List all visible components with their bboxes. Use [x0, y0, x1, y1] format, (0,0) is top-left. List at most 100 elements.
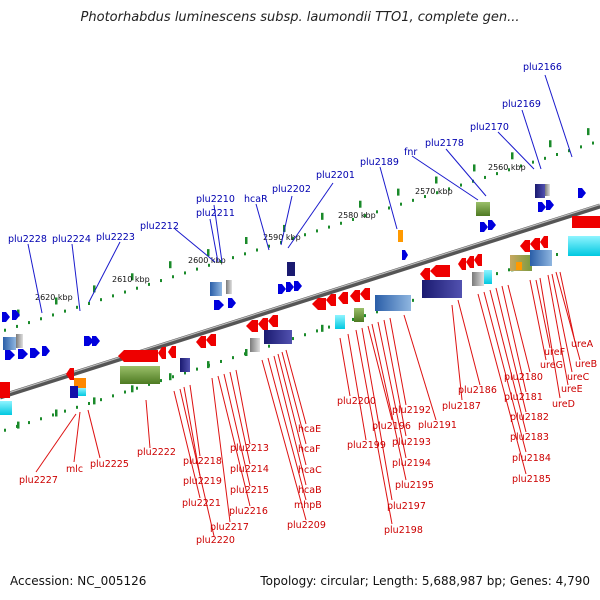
gene-block[interactable] — [354, 308, 364, 322]
gene-label-bottom[interactable]: plu2183 — [510, 432, 549, 443]
gene-label-bottom[interactable]: mlc — [66, 464, 83, 475]
reverse-gene-arrow[interactable] — [312, 298, 326, 310]
gene-label-bottom[interactable]: plu2216 — [229, 506, 268, 517]
forward-gene-arrow[interactable] — [538, 202, 546, 212]
gene-label-bottom[interactable]: plu2194 — [392, 458, 431, 469]
reverse-gene-arrow[interactable] — [196, 336, 206, 348]
forward-gene-arrow[interactable] — [286, 282, 294, 292]
gene-label-top[interactable]: plu2223 — [96, 232, 135, 243]
forward-gene-arrow[interactable] — [480, 222, 488, 232]
gene-label-bottom[interactable]: plu2219 — [183, 476, 222, 487]
gene-label-top[interactable]: plu2224 — [52, 234, 91, 245]
gene-block[interactable] — [484, 270, 492, 284]
reverse-gene-arrow[interactable] — [338, 292, 348, 304]
gene-block[interactable] — [572, 216, 600, 228]
gene-block[interactable] — [516, 262, 522, 270]
gene-block[interactable] — [0, 382, 10, 398]
gene-label-bottom[interactable]: ureD — [552, 399, 575, 410]
gene-label-bottom[interactable]: plu2217 — [210, 522, 249, 533]
gene-label-bottom[interactable]: hcaC — [298, 465, 322, 476]
reverse-gene-arrow[interactable] — [246, 320, 258, 332]
gene-label-bottom[interactable]: plu2196 — [372, 421, 411, 432]
gene-label-bottom[interactable]: plu2221 — [182, 498, 221, 509]
gene-label-top[interactable]: plu2170 — [470, 122, 509, 133]
gene-label-bottom[interactable]: plu2220 — [196, 535, 235, 546]
gene-block[interactable] — [78, 388, 86, 396]
forward-gene-arrow[interactable] — [12, 310, 20, 320]
gene-label-bottom[interactable]: plu2213 — [230, 443, 269, 454]
forward-gene-arrow[interactable] — [228, 298, 236, 308]
reverse-gene-arrow[interactable] — [466, 256, 474, 268]
gene-label-bottom[interactable]: ureF — [544, 347, 565, 358]
gene-block[interactable] — [16, 334, 23, 348]
gene-block[interactable] — [3, 337, 16, 350]
gene-block[interactable] — [472, 272, 484, 286]
gene-block[interactable] — [250, 338, 260, 352]
forward-gene-arrow[interactable] — [278, 284, 286, 294]
gene-block[interactable] — [476, 202, 490, 216]
gene-label-bottom[interactable]: hcaF — [298, 444, 321, 455]
gene-label-bottom[interactable]: plu2222 — [137, 447, 176, 458]
gene-block[interactable] — [530, 250, 552, 266]
reverse-gene-arrow[interactable] — [206, 334, 216, 346]
reverse-gene-arrow[interactable] — [158, 347, 166, 359]
gene-block[interactable] — [226, 280, 232, 294]
gene-arrows[interactable] — [2, 188, 586, 380]
forward-gene-arrow[interactable] — [488, 220, 496, 230]
reverse-gene-arrow[interactable] — [66, 368, 74, 380]
gene-label-bottom[interactable]: plu2181 — [504, 392, 543, 403]
gene-label-bottom[interactable]: mhpB — [294, 500, 322, 511]
reverse-gene-arrow[interactable] — [520, 240, 530, 252]
reverse-gene-arrow[interactable] — [430, 265, 450, 277]
gene-label-top[interactable]: plu2228 — [8, 234, 47, 245]
gene-label-bottom[interactable]: plu2180 — [504, 372, 543, 383]
gene-label-bottom[interactable]: plu2198 — [384, 525, 423, 536]
gene-label-bottom[interactable]: plu2200 — [337, 396, 376, 407]
gene-label-bottom[interactable]: plu2192 — [392, 405, 431, 416]
forward-gene-arrow[interactable] — [92, 336, 100, 346]
gene-label-bottom[interactable]: plu2185 — [512, 474, 551, 485]
gene-block[interactable] — [120, 366, 160, 384]
reverse-gene-arrow[interactable] — [268, 315, 278, 327]
forward-gene-arrow[interactable] — [5, 350, 15, 360]
gene-label-bottom[interactable]: hcaB — [298, 485, 322, 496]
gene-label-bottom[interactable]: plu2191 — [418, 420, 457, 431]
gene-block[interactable] — [210, 282, 222, 296]
reverse-gene-arrow[interactable] — [350, 290, 360, 302]
gene-label-top[interactable]: plu2166 — [523, 62, 562, 73]
gene-label-bottom[interactable]: plu2184 — [512, 453, 551, 464]
forward-gene-arrow[interactable] — [2, 312, 10, 322]
gene-block[interactable] — [398, 230, 403, 242]
gene-block[interactable] — [568, 236, 600, 256]
gene-label-top[interactable]: fnr — [404, 147, 417, 158]
gene-label-top[interactable]: plu2210 — [196, 194, 235, 205]
gene-label-bottom[interactable]: ureB — [575, 359, 597, 370]
reverse-gene-arrow[interactable] — [118, 350, 158, 362]
gene-label-bottom[interactable]: ureA — [571, 339, 594, 350]
gene-label-bottom[interactable]: plu2218 — [183, 456, 222, 467]
gene-label-bottom[interactable]: plu2209 — [287, 520, 326, 531]
reverse-gene-arrow[interactable] — [420, 268, 430, 280]
reverse-gene-arrow[interactable] — [360, 288, 370, 300]
forward-gene-arrow[interactable] — [578, 188, 586, 198]
gene-label-bottom[interactable]: ureE — [561, 384, 583, 395]
gene-block[interactable] — [70, 386, 78, 398]
gene-block[interactable] — [180, 358, 190, 372]
gene-label-bottom[interactable]: ureG — [540, 360, 563, 371]
forward-gene-arrow[interactable] — [42, 346, 50, 356]
gene-block[interactable] — [0, 401, 12, 415]
gene-label-bottom[interactable]: plu2193 — [392, 437, 431, 448]
forward-gene-arrow[interactable] — [84, 336, 94, 346]
gene-label-top[interactable]: plu2211 — [196, 208, 235, 219]
gene-features[interactable] — [0, 184, 600, 415]
gene-block[interactable] — [535, 184, 545, 198]
reverse-gene-arrow[interactable] — [458, 258, 466, 270]
gene-label-top[interactable]: plu2201 — [316, 170, 355, 181]
gene-label-bottom[interactable]: plu2195 — [395, 480, 434, 491]
gene-block[interactable] — [287, 262, 295, 276]
gene-label-bottom[interactable]: plu2225 — [90, 459, 129, 470]
gene-label-bottom[interactable]: plu2215 — [230, 485, 269, 496]
gene-label-bottom[interactable]: plu2199 — [347, 440, 386, 451]
forward-gene-arrow[interactable] — [546, 200, 554, 210]
